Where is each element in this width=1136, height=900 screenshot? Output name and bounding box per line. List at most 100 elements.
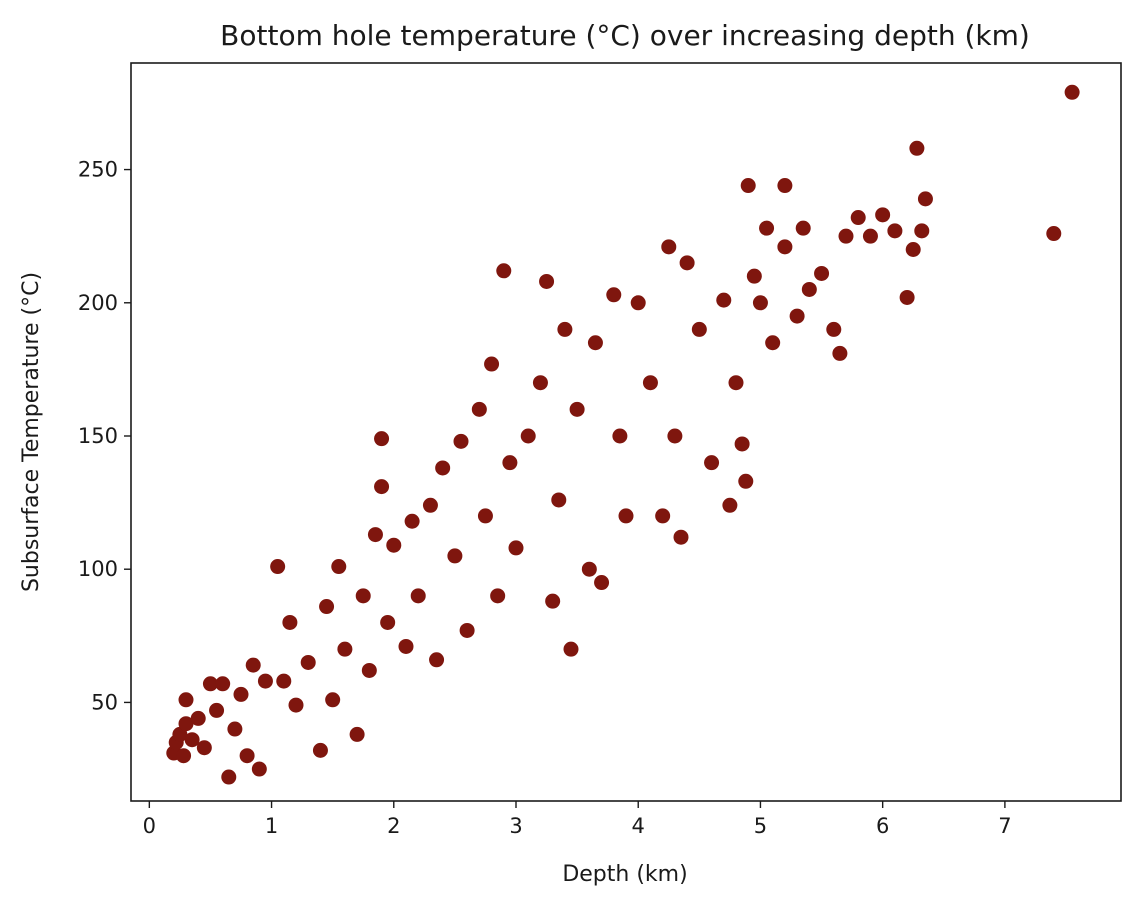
- scatter-point: [532, 375, 548, 391]
- scatter-point: [176, 748, 192, 764]
- scatter-point: [245, 657, 261, 673]
- scatter-point: [1046, 226, 1062, 242]
- scatter-point: [914, 223, 930, 239]
- scatter-point: [282, 614, 298, 630]
- scatter-point: [477, 508, 493, 524]
- scatter-point: [740, 178, 756, 194]
- scatter-point: [276, 673, 292, 689]
- scatter-point: [545, 593, 561, 609]
- scatter-point: [594, 575, 610, 591]
- scatter-point: [221, 769, 237, 785]
- scatter-point: [630, 295, 646, 311]
- scatter-point: [759, 220, 775, 236]
- scatter-point: [557, 321, 573, 337]
- scatter-point: [257, 673, 273, 689]
- scatter-point: [404, 513, 420, 529]
- scatter-point: [716, 292, 732, 308]
- x-tick-label: 4: [632, 814, 645, 838]
- scatter-point: [300, 654, 316, 670]
- scatter-point: [795, 220, 811, 236]
- scatter-point: [581, 561, 597, 577]
- scatter-point: [349, 726, 365, 742]
- y-axis-ticks: 50 100 150 200 250: [78, 158, 131, 714]
- scatter-point: [1064, 84, 1080, 100]
- scatter-point: [661, 239, 677, 255]
- scatter-point: [190, 710, 206, 726]
- scatter-point: [355, 588, 371, 604]
- scatter-point: [746, 268, 762, 284]
- scatter-point: [337, 641, 353, 657]
- scatter-point: [374, 431, 390, 447]
- scatter-point: [752, 295, 768, 311]
- scatter-point: [502, 455, 518, 471]
- x-tick-label: 0: [143, 814, 156, 838]
- scatter-point: [447, 548, 463, 564]
- scatter-point: [319, 599, 335, 615]
- scatter-point: [679, 255, 695, 271]
- scatter-point: [386, 537, 402, 553]
- chart-title: Bottom hole temperature (°C) over increa…: [220, 19, 1030, 52]
- scatter-point: [227, 721, 243, 737]
- scatter-point: [270, 559, 286, 575]
- x-tick-label: 2: [387, 814, 400, 838]
- scatter-point: [917, 191, 933, 207]
- scatter-point: [777, 178, 793, 194]
- scatter-point: [606, 287, 622, 303]
- scatter-point: [728, 375, 744, 391]
- scatter-point: [738, 473, 754, 489]
- x-tick-label: 5: [754, 814, 767, 838]
- scatter-point: [233, 686, 249, 702]
- scatter-point: [312, 742, 328, 758]
- scatter-point: [789, 308, 805, 324]
- scatter-point: [777, 239, 793, 255]
- scatter-point: [380, 614, 396, 630]
- scatter-point: [722, 497, 738, 513]
- scatter-point: [209, 702, 225, 718]
- scatter-point: [765, 335, 781, 351]
- scatter-point: [374, 479, 390, 495]
- scatter-point: [435, 460, 451, 476]
- scatter-point: [361, 662, 377, 678]
- scatter-point: [367, 527, 383, 543]
- scatter-point: [508, 540, 524, 556]
- y-tick-label: 50: [91, 690, 118, 714]
- x-tick-label: 1: [265, 814, 278, 838]
- y-axis-label: Subsurface Temperature (°C): [19, 272, 44, 592]
- scatter-point: [642, 375, 658, 391]
- scatter-point: [251, 761, 267, 777]
- scatter-point: [496, 263, 512, 279]
- scatter-points: [166, 84, 1080, 785]
- scatter-point: [850, 210, 866, 226]
- scatter-point: [838, 228, 854, 244]
- scatter-point: [612, 428, 628, 444]
- scatter-point: [551, 492, 567, 508]
- scatter-point: [202, 676, 218, 692]
- scatter-point: [453, 433, 469, 449]
- x-tick-label: 7: [998, 814, 1011, 838]
- scatter-point: [734, 436, 750, 452]
- scatter-point: [618, 508, 634, 524]
- scatter-point: [909, 140, 925, 156]
- scatter-point: [471, 401, 487, 417]
- scatter-point: [178, 692, 194, 708]
- plot-area-frame: [130, 62, 1122, 802]
- scatter-point: [887, 223, 903, 239]
- scatter-point: [422, 497, 438, 513]
- scatter-point: [239, 748, 255, 764]
- scatter-point: [331, 559, 347, 575]
- scatter-point: [905, 242, 921, 257]
- scatter-point: [587, 335, 603, 351]
- scatter-point: [801, 281, 817, 297]
- scatter-point: [673, 529, 689, 545]
- scatter-point: [814, 265, 830, 281]
- scatter-point: [398, 638, 414, 654]
- x-tick-label: 6: [876, 814, 889, 838]
- scatter-point: [459, 622, 475, 638]
- scatter-point: [410, 588, 426, 604]
- x-axis-ticks: 0 1 2 3 4 5 6 7: [143, 801, 1012, 838]
- scatter-point: [832, 345, 848, 361]
- scatter-point: [288, 697, 304, 713]
- scatter-point: [490, 588, 506, 604]
- y-tick-label: 250: [78, 158, 118, 182]
- scatter-point: [569, 401, 585, 417]
